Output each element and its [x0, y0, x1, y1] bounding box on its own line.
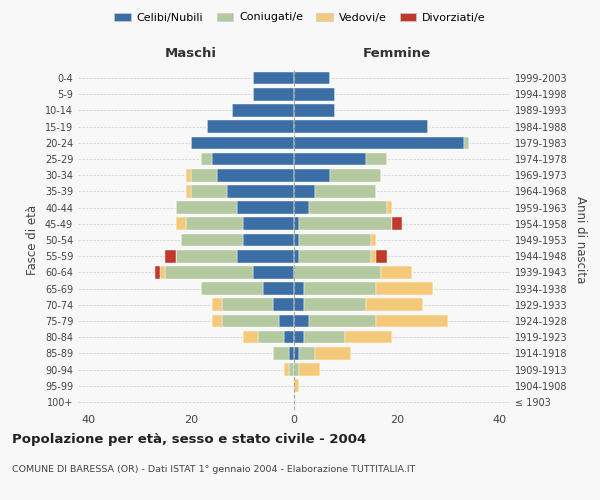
Bar	[294, 234, 299, 246]
Bar	[274, 347, 289, 360]
Bar	[376, 250, 386, 262]
Bar	[176, 250, 238, 262]
Bar	[191, 169, 217, 181]
Bar	[232, 104, 294, 117]
Bar	[299, 250, 371, 262]
Bar	[222, 298, 274, 311]
Bar	[176, 202, 238, 214]
Bar	[227, 185, 294, 198]
Bar	[284, 363, 289, 376]
Bar	[253, 72, 294, 85]
Bar	[294, 298, 304, 311]
Bar	[464, 136, 469, 149]
Bar	[366, 298, 422, 311]
Bar	[191, 136, 294, 149]
Bar	[294, 88, 335, 101]
Bar	[346, 331, 392, 344]
Bar	[366, 152, 386, 166]
Bar	[310, 202, 386, 214]
Bar	[294, 266, 382, 278]
Bar	[386, 202, 392, 214]
Bar	[253, 266, 294, 278]
Bar	[289, 347, 294, 360]
Bar	[181, 234, 242, 246]
Bar	[382, 266, 412, 278]
Bar	[299, 347, 314, 360]
Bar	[166, 266, 253, 278]
Bar	[222, 314, 278, 328]
Bar	[186, 218, 242, 230]
Bar	[294, 282, 304, 295]
Bar	[294, 185, 314, 198]
Text: Femmine: Femmine	[363, 48, 431, 60]
Bar	[376, 314, 448, 328]
Bar	[294, 152, 366, 166]
Bar	[294, 218, 299, 230]
Bar	[294, 202, 310, 214]
Bar	[310, 314, 376, 328]
Bar	[294, 72, 330, 85]
Bar	[263, 282, 294, 295]
Bar	[294, 136, 464, 149]
Y-axis label: Anni di nascita: Anni di nascita	[574, 196, 587, 284]
Bar	[176, 218, 186, 230]
Bar	[294, 331, 304, 344]
Bar	[242, 331, 258, 344]
Bar	[242, 218, 294, 230]
Bar	[289, 363, 294, 376]
Bar	[294, 380, 299, 392]
Bar	[304, 282, 376, 295]
Bar	[284, 331, 294, 344]
Bar	[253, 88, 294, 101]
Bar	[304, 331, 346, 344]
Bar	[212, 298, 222, 311]
Bar	[392, 218, 402, 230]
Bar	[376, 282, 433, 295]
Bar	[294, 250, 299, 262]
Bar	[212, 152, 294, 166]
Bar	[294, 347, 299, 360]
Bar	[186, 169, 191, 181]
Bar	[294, 314, 310, 328]
Bar	[314, 185, 376, 198]
Bar	[330, 169, 382, 181]
Y-axis label: Fasce di età: Fasce di età	[26, 205, 39, 275]
Bar	[371, 250, 376, 262]
Bar	[294, 104, 335, 117]
Bar	[155, 266, 160, 278]
Bar	[217, 169, 294, 181]
Bar	[160, 266, 166, 278]
Bar	[191, 185, 227, 198]
Bar	[166, 250, 176, 262]
Text: COMUNE DI BARESSA (OR) - Dati ISTAT 1° gennaio 2004 - Elaborazione TUTTITALIA.IT: COMUNE DI BARESSA (OR) - Dati ISTAT 1° g…	[12, 465, 415, 474]
Bar	[238, 250, 294, 262]
Text: Popolazione per età, sesso e stato civile - 2004: Popolazione per età, sesso e stato civil…	[12, 432, 366, 446]
Bar	[299, 218, 392, 230]
Bar	[202, 282, 263, 295]
Bar	[274, 298, 294, 311]
Legend: Celibi/Nubili, Coniugati/e, Vedovi/e, Divorziati/e: Celibi/Nubili, Coniugati/e, Vedovi/e, Di…	[110, 8, 490, 27]
Bar	[294, 363, 299, 376]
Bar	[314, 347, 350, 360]
Bar	[278, 314, 294, 328]
Text: Maschi: Maschi	[165, 48, 217, 60]
Bar	[238, 202, 294, 214]
Bar	[206, 120, 294, 133]
Bar	[242, 234, 294, 246]
Bar	[299, 234, 371, 246]
Bar	[294, 169, 330, 181]
Bar	[212, 314, 222, 328]
Bar	[299, 363, 320, 376]
Bar	[186, 185, 191, 198]
Bar	[304, 298, 366, 311]
Bar	[258, 331, 284, 344]
Bar	[202, 152, 212, 166]
Bar	[371, 234, 376, 246]
Bar	[294, 120, 428, 133]
